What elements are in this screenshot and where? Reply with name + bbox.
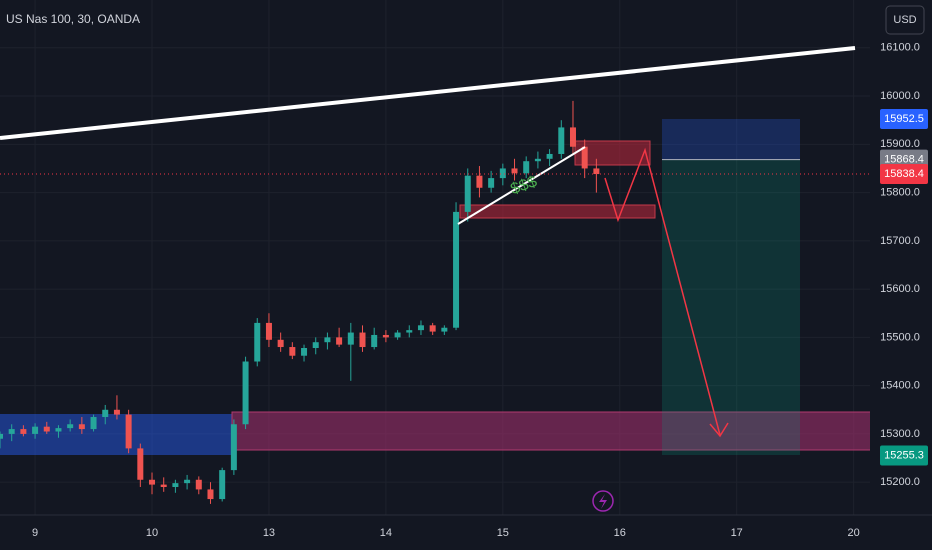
candle-body	[511, 168, 518, 174]
candle-body	[312, 342, 319, 348]
y-tick-label: 15800.0	[880, 186, 920, 198]
price-tag-label: 15255.3	[884, 449, 924, 461]
candle-body	[441, 327, 448, 332]
candle-body	[195, 479, 202, 490]
projection-arrow	[604, 147, 721, 436]
candle-body	[113, 409, 120, 415]
liquidity-zone	[459, 204, 656, 219]
price-tag-label: 15838.4	[884, 168, 924, 180]
candle-body	[406, 330, 413, 333]
y-tick-label: 15900.0	[880, 138, 920, 150]
candle-body	[429, 325, 436, 332]
target-zone	[231, 411, 883, 451]
chart-title: US Nas 100, 30, OANDA	[6, 12, 140, 26]
candle-body	[277, 339, 284, 348]
candle-body	[90, 417, 97, 430]
profit-zone	[662, 160, 800, 455]
candle-body	[593, 168, 600, 175]
x-tick-label: 14	[380, 527, 392, 539]
x-tick-label: 9	[32, 527, 38, 539]
candle-body	[0, 433, 3, 439]
price-tag	[880, 445, 928, 466]
y-tick-label: 16100.0	[880, 42, 920, 54]
currency: USD	[893, 14, 916, 26]
candle-body	[172, 483, 179, 488]
candle-body	[371, 334, 378, 348]
candle-body	[324, 337, 331, 343]
candle-body	[8, 429, 15, 434]
candle-body	[301, 347, 308, 356]
price-axis	[870, 0, 932, 550]
currency-button[interactable]	[885, 5, 925, 35]
candle-body	[476, 175, 483, 188]
candle-body	[43, 426, 50, 432]
candle-body	[149, 479, 156, 485]
candle-body	[184, 479, 191, 484]
candle-body	[265, 322, 272, 340]
candle-body	[581, 146, 588, 169]
trend-line	[0, 46, 856, 140]
candle-body	[488, 178, 495, 188]
channel-line	[457, 146, 586, 225]
price-tag-label: 15868.4	[884, 153, 924, 165]
x-tick-label: 15	[497, 527, 509, 539]
candle-body	[347, 332, 354, 345]
stop-zone	[662, 119, 800, 160]
arrow-head	[709, 422, 729, 438]
candle-body	[382, 334, 389, 338]
candles	[0, 100, 600, 504]
candle-body	[523, 161, 530, 174]
candle-body	[254, 322, 261, 362]
y-tick-label: 15600.0	[880, 283, 920, 295]
candle-body	[464, 175, 471, 212]
candle-body	[242, 361, 249, 425]
candle-body	[417, 325, 424, 331]
y-tick-label: 16000.0	[880, 90, 920, 102]
event-bolt	[599, 494, 607, 509]
x-tick-label: 17	[731, 527, 743, 539]
candle-body	[207, 489, 214, 500]
candle-body	[453, 211, 460, 328]
candle-body	[160, 484, 167, 488]
y-tick-label: 15400.0	[880, 380, 920, 392]
candle-body	[32, 426, 39, 434]
axis-labels: 15200.0 15300.0 15400.0 15500.0 15600.0 15700…	[0, 42, 928, 539]
candle-body	[67, 424, 74, 429]
price-tag-label: 15952.5	[884, 113, 924, 125]
candle-body	[219, 470, 226, 500]
demand-zone	[0, 414, 232, 455]
candle-body	[78, 424, 85, 430]
candle-body	[534, 158, 541, 162]
y-tick-label: 15500.0	[880, 331, 920, 343]
candle-body	[336, 337, 343, 345]
candle-body	[102, 409, 109, 418]
x-tick-label: 20	[848, 527, 860, 539]
price-tag	[880, 164, 928, 185]
candle-body	[55, 428, 62, 432]
candle-body	[230, 424, 237, 471]
x-tick-label: 10	[146, 527, 158, 539]
y-tick-label: 15200.0	[880, 476, 920, 488]
y-tick-label: 15300.0	[880, 428, 920, 440]
candle-body	[289, 347, 296, 356]
candle-body	[125, 414, 132, 449]
price-tag	[880, 108, 928, 129]
candle-body	[569, 127, 576, 147]
y-tick-label: 15700.0	[880, 235, 920, 247]
candle-body	[137, 448, 144, 480]
candle-body	[394, 332, 401, 338]
x-tick-label: 13	[263, 527, 275, 539]
candle-body	[20, 429, 27, 434]
candle-body	[558, 127, 565, 154]
x-tick-label: 16	[614, 527, 626, 539]
candle-body	[359, 332, 366, 348]
candle-body	[499, 168, 506, 179]
candle-body	[546, 153, 553, 159]
event-icon[interactable]	[592, 490, 614, 512]
